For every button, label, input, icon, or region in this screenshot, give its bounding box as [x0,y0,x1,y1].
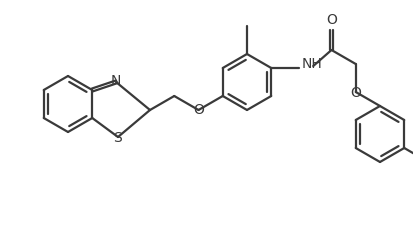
Text: O: O [350,86,361,100]
Text: O: O [193,103,204,117]
Text: N: N [111,74,121,88]
Text: S: S [114,131,122,145]
Text: O: O [326,13,337,27]
Text: NH: NH [301,57,322,71]
